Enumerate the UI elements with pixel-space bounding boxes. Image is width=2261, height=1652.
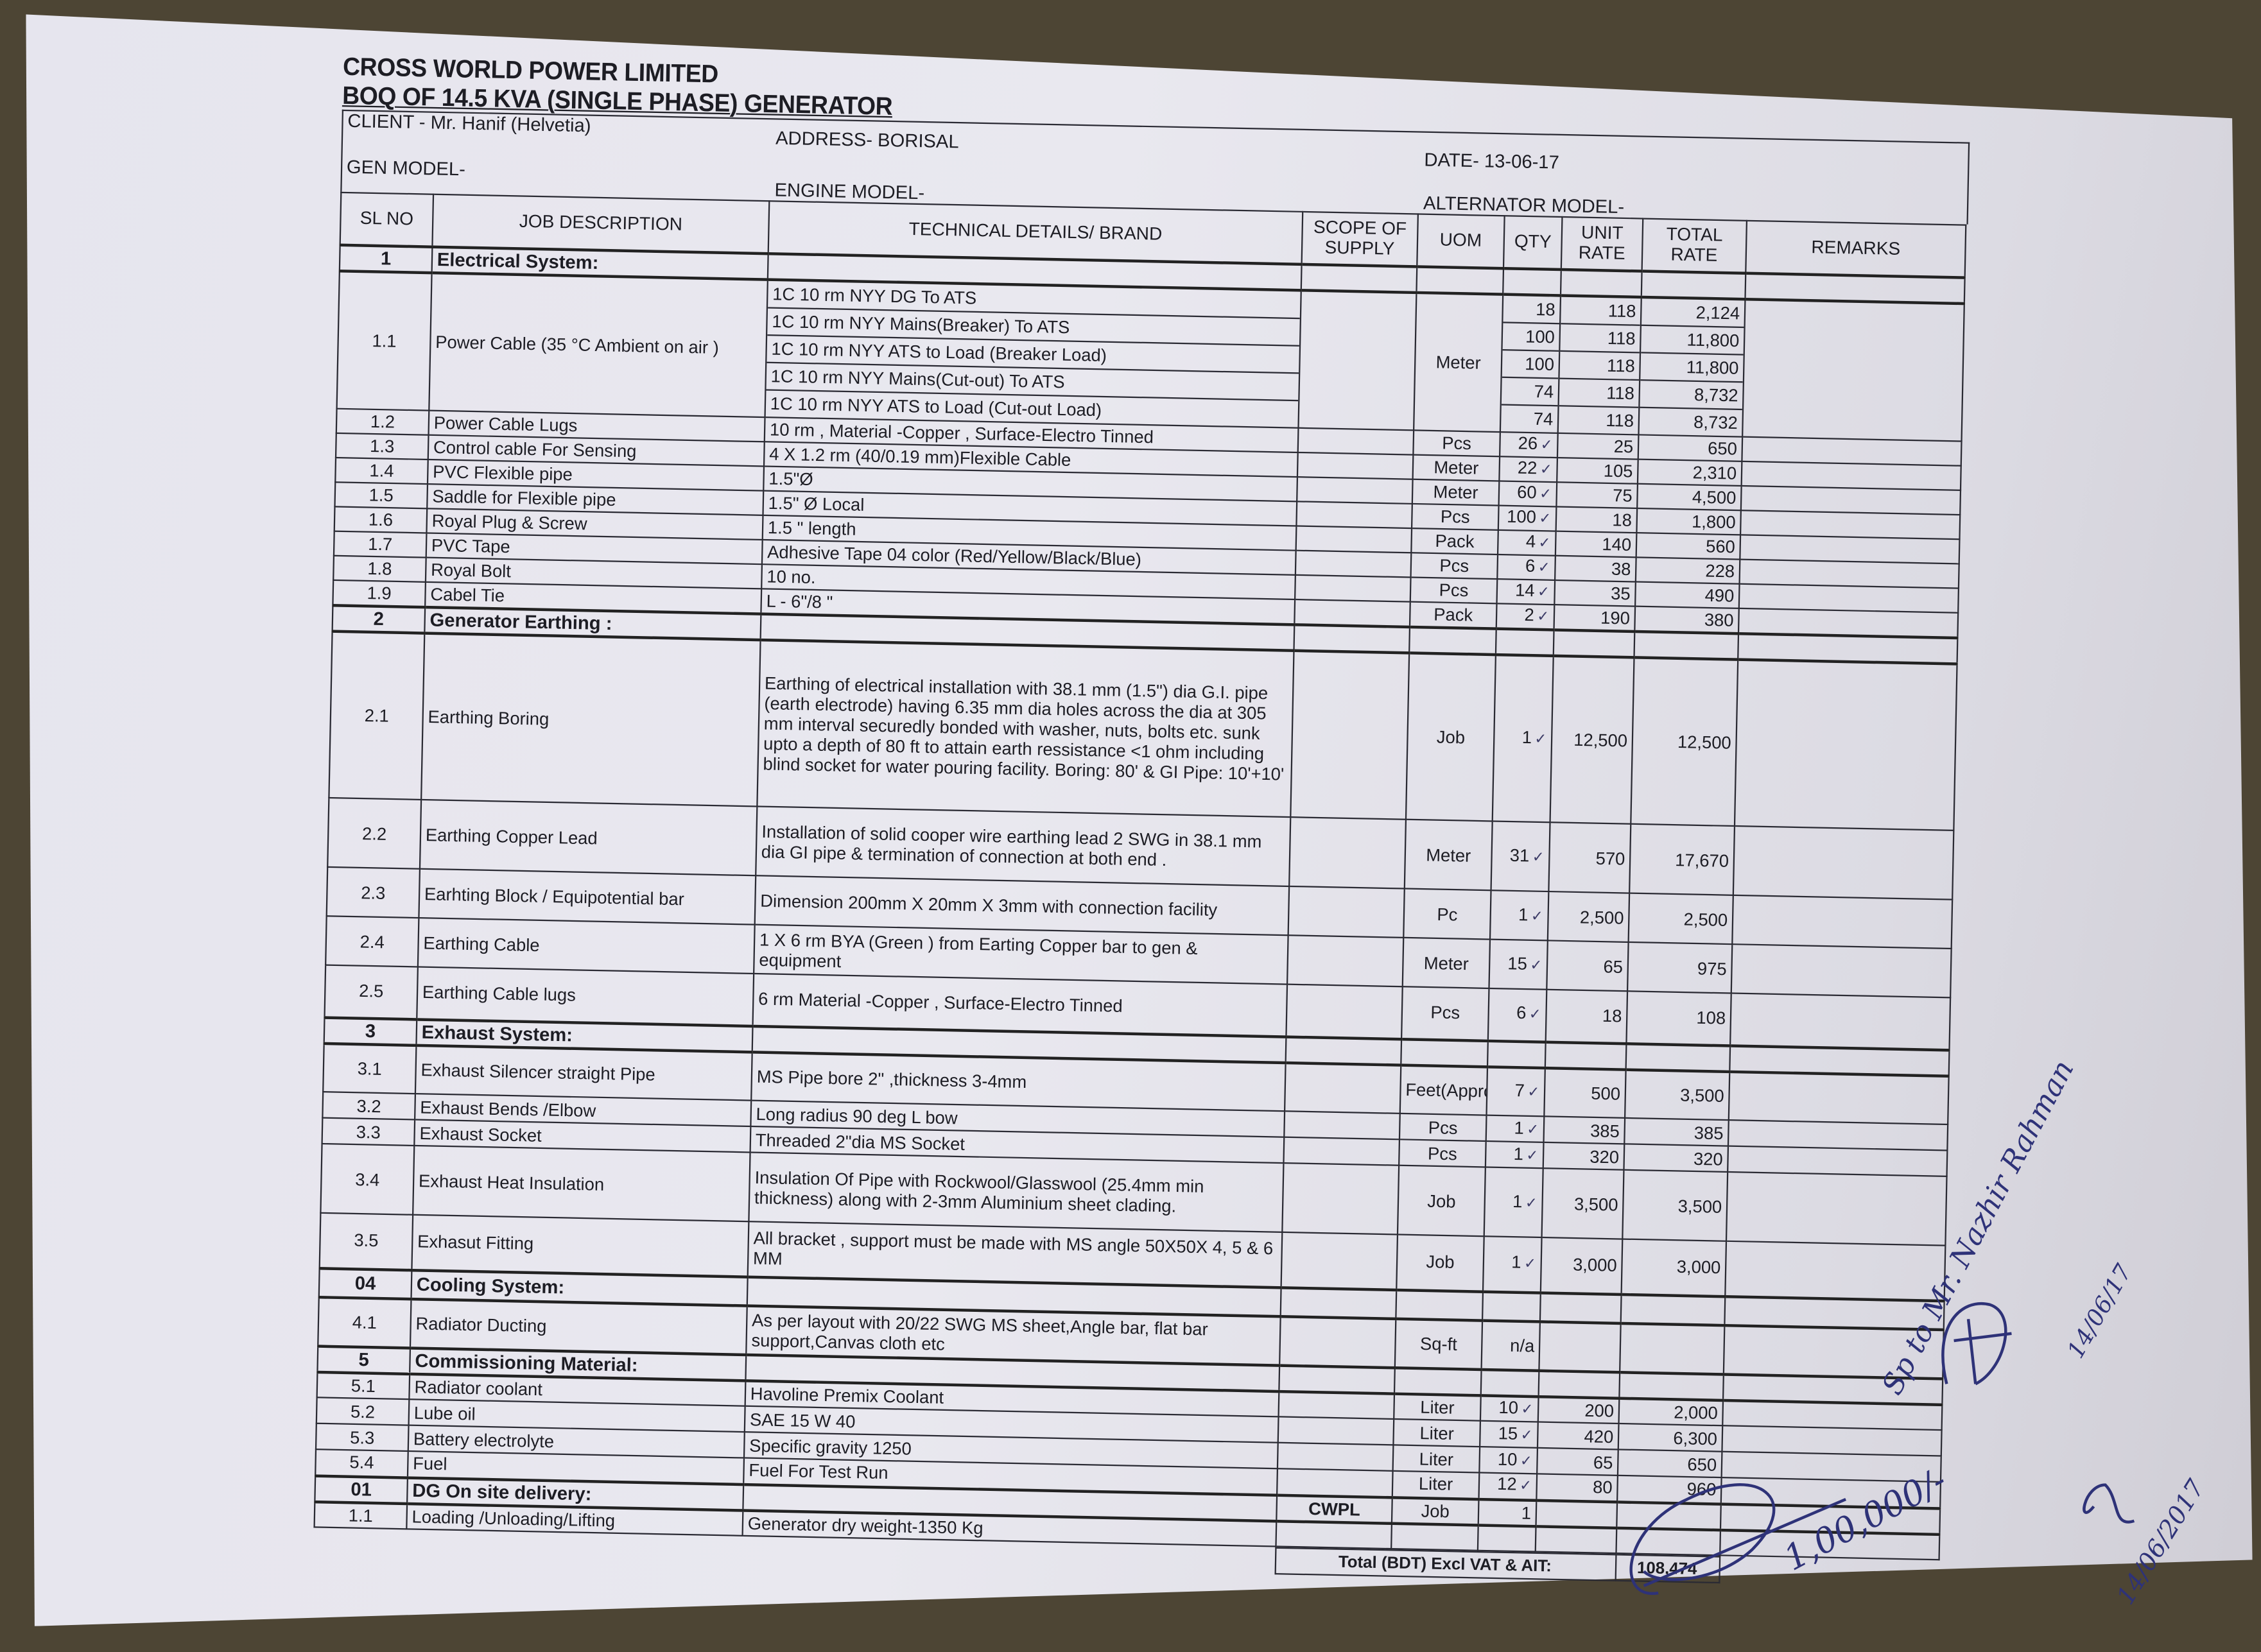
signature-scribble [2083, 1483, 2135, 1524]
signature-initials [1941, 1302, 2012, 1386]
signature-loop [1629, 1483, 1847, 1596]
